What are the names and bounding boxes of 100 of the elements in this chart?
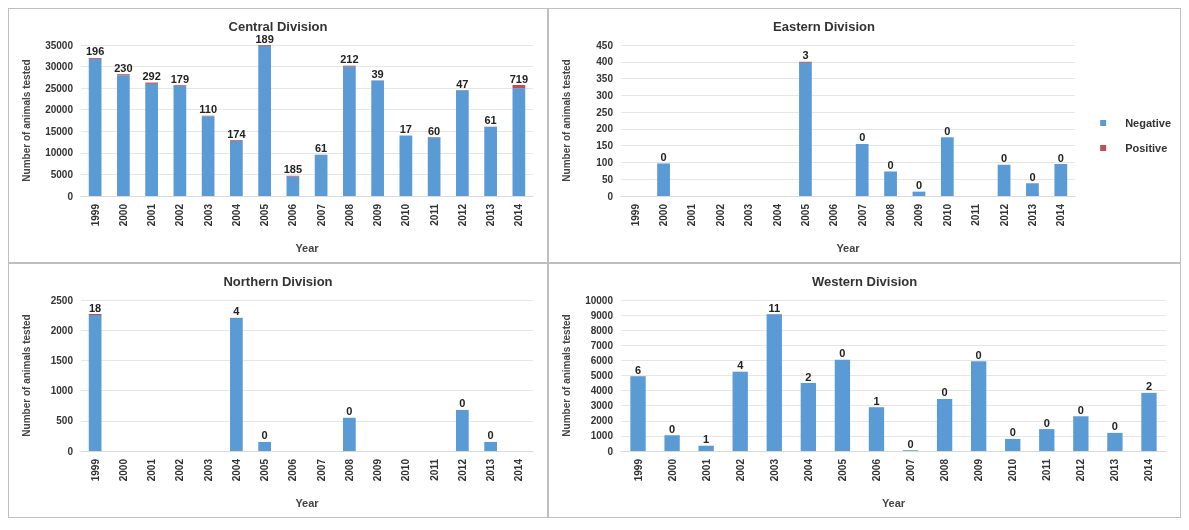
y-tick-label: 10000 <box>45 147 74 159</box>
y-tick-label: 400 <box>596 56 614 68</box>
y-axis-title: Number of animals tested <box>560 314 572 437</box>
bar <box>230 140 243 196</box>
y-tick-label: 0 <box>607 445 614 457</box>
chart-title: Northern Division <box>223 274 333 289</box>
y-tick-label: 4000 <box>590 385 614 397</box>
x-tick-label: 2004 <box>771 203 783 227</box>
data-label: 39 <box>371 67 384 80</box>
data-label: 0 <box>1057 151 1064 164</box>
y-tick-label: 0 <box>607 190 614 202</box>
x-tick-label: 1999 <box>629 203 641 227</box>
data-label: 17 <box>399 123 412 136</box>
y-tick-label: 2000 <box>590 415 614 427</box>
x-tick-label: 2008 <box>343 458 355 482</box>
data-label: 230 <box>114 61 133 74</box>
bar <box>997 164 1011 196</box>
data-label: 18 <box>89 301 102 314</box>
x-tick-label: 2014 <box>1055 203 1067 227</box>
bar <box>145 83 158 196</box>
x-tick-label: 2014 <box>513 203 525 227</box>
x-tick-label: 2003 <box>202 203 214 227</box>
data-label: 6 <box>634 363 642 376</box>
x-tick-label: 2002 <box>734 458 746 482</box>
y-tick-label: 25000 <box>45 82 74 94</box>
x-tick-label: 2014 <box>1143 458 1155 482</box>
data-label: 47 <box>456 77 469 90</box>
x-tick-label: 2008 <box>885 203 897 227</box>
y-tick-label: 2500 <box>50 294 74 306</box>
data-label: 61 <box>315 142 328 155</box>
bar <box>970 361 987 451</box>
x-axis-title: Year <box>295 496 320 509</box>
x-tick-label: 2002 <box>174 458 186 482</box>
x-tick-label: 2004 <box>802 458 814 482</box>
data-label: 0 <box>487 429 494 442</box>
data-label: 0 <box>1029 170 1036 183</box>
x-axis-title: Year <box>295 241 320 254</box>
x-tick-label: 2000 <box>658 203 670 227</box>
y-tick-label: 20000 <box>45 104 74 116</box>
y-tick-label: 200 <box>596 123 614 135</box>
data-label: 0 <box>1111 420 1118 433</box>
y-tick-label: 1000 <box>590 430 614 442</box>
y-tick-label: 300 <box>596 89 614 101</box>
x-axis-title: Year <box>881 496 906 509</box>
data-label: 185 <box>283 163 303 176</box>
x-tick-label: 2004 <box>230 458 242 482</box>
x-tick-label: 2003 <box>202 458 214 482</box>
bar <box>630 376 646 451</box>
y-tick-label: 0 <box>67 445 74 457</box>
x-tick-label: 2013 <box>485 203 497 227</box>
y-tick-label: 1000 <box>50 385 74 397</box>
x-tick-label: 2006 <box>287 458 299 482</box>
bar <box>512 85 526 89</box>
data-label: 11 <box>768 301 781 314</box>
bar <box>88 58 102 196</box>
bar <box>940 137 954 196</box>
bar <box>456 90 469 196</box>
x-tick-label: 1999 <box>89 458 101 482</box>
data-label: 0 <box>669 422 676 435</box>
x-tick-label: 1999 <box>632 458 644 482</box>
x-tick-label: 2007 <box>856 203 868 227</box>
y-axis-title: Number of animals tested <box>20 59 32 182</box>
bar <box>732 371 748 451</box>
x-tick-label: 2002 <box>174 203 186 227</box>
data-label: 0 <box>1077 403 1084 416</box>
y-tick-label: 15000 <box>45 125 74 137</box>
x-tick-label: 1999 <box>89 203 101 227</box>
x-tick-label: 2012 <box>1075 458 1087 482</box>
data-label: 0 <box>660 150 667 163</box>
x-tick-label: 2011 <box>970 203 982 226</box>
y-tick-label: 35000 <box>45 39 74 51</box>
bar <box>1107 432 1123 451</box>
bar <box>1039 429 1055 451</box>
y-tick-label: 250 <box>596 106 614 118</box>
data-label: 2 <box>805 370 812 383</box>
y-tick-label: 150 <box>596 140 614 152</box>
bar <box>868 407 885 451</box>
data-label: 719 <box>509 72 529 85</box>
x-tick-label: 2009 <box>973 458 985 482</box>
bar <box>343 417 356 451</box>
x-tick-label: 2005 <box>259 203 271 227</box>
x-tick-label: 2010 <box>400 458 412 482</box>
data-label: 0 <box>459 397 466 410</box>
x-tick-label: 2012 <box>998 203 1010 227</box>
x-tick-label: 2012 <box>456 458 468 482</box>
x-tick-label: 2003 <box>743 203 755 227</box>
bar <box>1141 392 1157 451</box>
bar <box>173 85 187 196</box>
bar <box>834 359 851 451</box>
bar <box>371 80 384 196</box>
x-tick-label: 2005 <box>799 203 811 227</box>
x-tick-label: 2003 <box>768 458 780 482</box>
data-label: 60 <box>428 124 441 137</box>
y-tick-label: 10000 <box>585 294 614 306</box>
legend-label: Positive <box>1125 142 1168 154</box>
x-tick-label: 2011 <box>1041 458 1053 481</box>
data-label: 0 <box>941 386 948 399</box>
bar <box>855 143 869 196</box>
bar <box>884 171 897 196</box>
x-tick-label: 2000 <box>117 203 129 227</box>
